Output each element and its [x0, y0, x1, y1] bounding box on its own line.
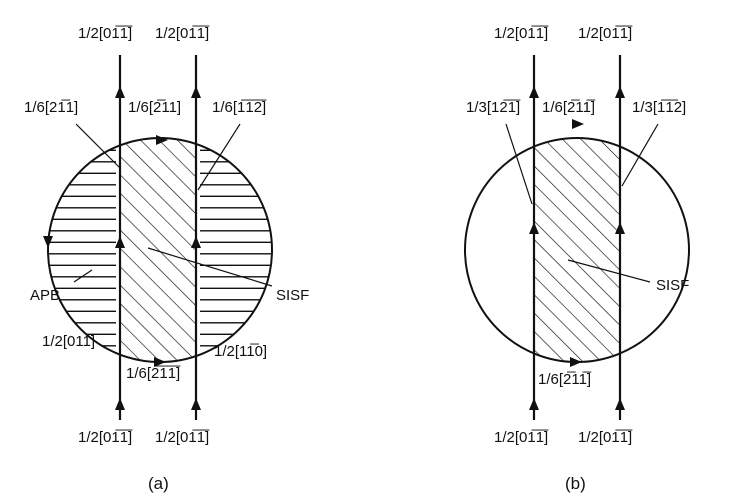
leader-line [147, 247, 273, 287]
leader-line [621, 123, 659, 187]
label-bottom-middle: 1/6[2̅11̅] [538, 371, 592, 388]
label-top-left: 1/2[01̅1̅] [494, 25, 549, 42]
label-bottom-left-arc: 1/2[011] [42, 333, 95, 350]
sisf-region [534, 138, 620, 362]
caption-b: (b) [565, 474, 586, 493]
arrow-up-icon [115, 236, 125, 248]
label-top-right: 1/2[01̅1̅] [155, 25, 210, 42]
label-top-left: 1/2[01̅1̅] [78, 25, 133, 42]
arrow-up-icon [529, 222, 539, 234]
label-sisf: SISF [276, 287, 309, 304]
label-partial-right: 1/6[1̅1̅2̅] [212, 99, 267, 116]
label-partial-left: 1/3[12̅1̅] [466, 99, 521, 116]
label-bottom-left: 1/2[01̅1̅] [78, 429, 133, 446]
label-bottom-right: 1/2[01̅1̅] [155, 429, 210, 446]
label-partial-middle: 1/6[2̅11] [128, 99, 181, 116]
arrow-up-icon [615, 398, 625, 410]
leader-line [197, 123, 241, 191]
caption-a: (a) [148, 474, 169, 493]
sisf-region [120, 138, 196, 362]
arrow-up-icon [191, 86, 201, 98]
label-bottom-right-arc: 1/2[11̅0] [214, 343, 267, 360]
arrow-up-icon [191, 398, 201, 410]
leader-line [73, 269, 93, 283]
label-bottom-middle: 1/6[2̅1̅1̅] [126, 365, 181, 382]
leader-line [505, 123, 533, 205]
panel-b: 1/2[01̅1̅] 1/2[01̅1̅] 1/3[12̅1̅] 1/6[2̅1… [464, 25, 690, 493]
arrow-right-icon [156, 135, 168, 145]
arrow-up-icon [615, 222, 625, 234]
label-apb: APB [30, 287, 60, 304]
arrow-right-icon [154, 357, 166, 367]
label-bottom-left: 1/2[01̅1̅] [494, 429, 549, 446]
arrow-up-icon [529, 86, 539, 98]
leader-line [567, 259, 651, 283]
arrow-down-icon [43, 236, 53, 248]
label-bottom-right: 1/2[01̅1̅] [578, 429, 633, 446]
leader-line [75, 123, 121, 169]
arrow-up-icon [191, 236, 201, 248]
label-sisf: SISF [656, 277, 689, 294]
label-partial-right: 1/3[1̅1̅2] [632, 99, 686, 116]
panel-a: 1/2[01̅1̅] 1/2[01̅1̅] 1/6[21̅1] 1/6[2̅11… [24, 25, 309, 493]
label-partial-middle: 1/6[2̅11̅] [542, 99, 596, 116]
arrow-up-icon [529, 398, 539, 410]
arrow-up-icon [115, 398, 125, 410]
arrow-up-icon [615, 86, 625, 98]
arrow-right-icon [572, 119, 584, 129]
arrow-up-icon [115, 86, 125, 98]
arrow-right-icon [570, 357, 582, 367]
label-partial-left: 1/6[21̅1] [24, 99, 78, 116]
label-top-right: 1/2[01̅1̅] [578, 25, 633, 42]
